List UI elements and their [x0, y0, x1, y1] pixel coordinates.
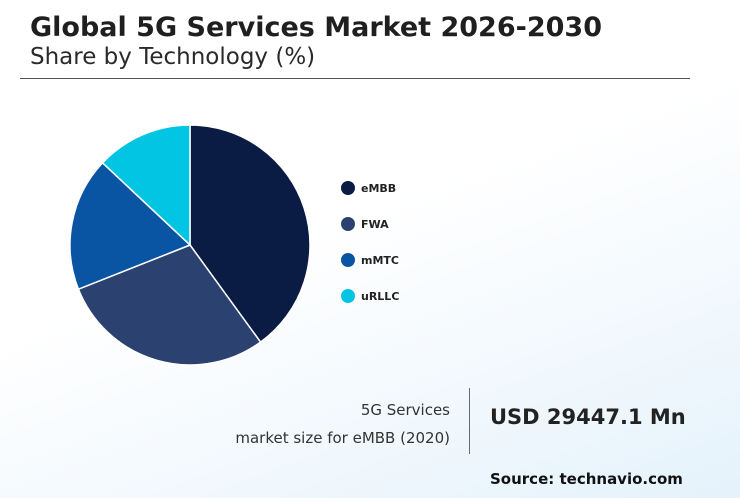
legend-label: eMBB: [361, 181, 397, 195]
pie-slice-fwa: [77, 244, 262, 366]
stat-value: USD 29447.1 Mn: [490, 405, 686, 429]
pie-chart: [69, 124, 311, 366]
source-note: Source: technavio.com: [490, 470, 683, 488]
chart-title: Global 5G Services Market 2026-2030: [30, 12, 602, 43]
pie-slice-embb: [189, 124, 311, 344]
title-divider: [20, 78, 690, 79]
legend-label: mMTC: [361, 253, 399, 267]
pie-slice-urllc: [101, 124, 191, 247]
stat-caption-line1: 5G Services: [360, 401, 450, 419]
legend-label: uRLLC: [361, 289, 400, 303]
stat-caption-line2: market size for eMBB (2020): [235, 429, 450, 447]
legend-swatch: [341, 289, 355, 303]
legend-item-urllc: uRLLC: [341, 278, 399, 314]
stat-caption: 5G Services market size for eMBB (2020): [235, 396, 450, 452]
legend-label: FWA: [361, 217, 389, 231]
chart-legend: eMBB FWA mMTC uRLLC: [341, 170, 399, 314]
legend-swatch: [341, 253, 355, 267]
pie-slice-mmtc: [69, 161, 192, 291]
legend-item-mmtc: mMTC: [341, 242, 399, 278]
legend-swatch: [341, 181, 355, 195]
chart-subtitle: Share by Technology (%): [30, 44, 316, 70]
legend-item-fwa: FWA: [341, 206, 399, 242]
stat-divider: [469, 388, 470, 454]
legend-swatch: [341, 217, 355, 231]
legend-item-embb: eMBB: [341, 170, 399, 206]
